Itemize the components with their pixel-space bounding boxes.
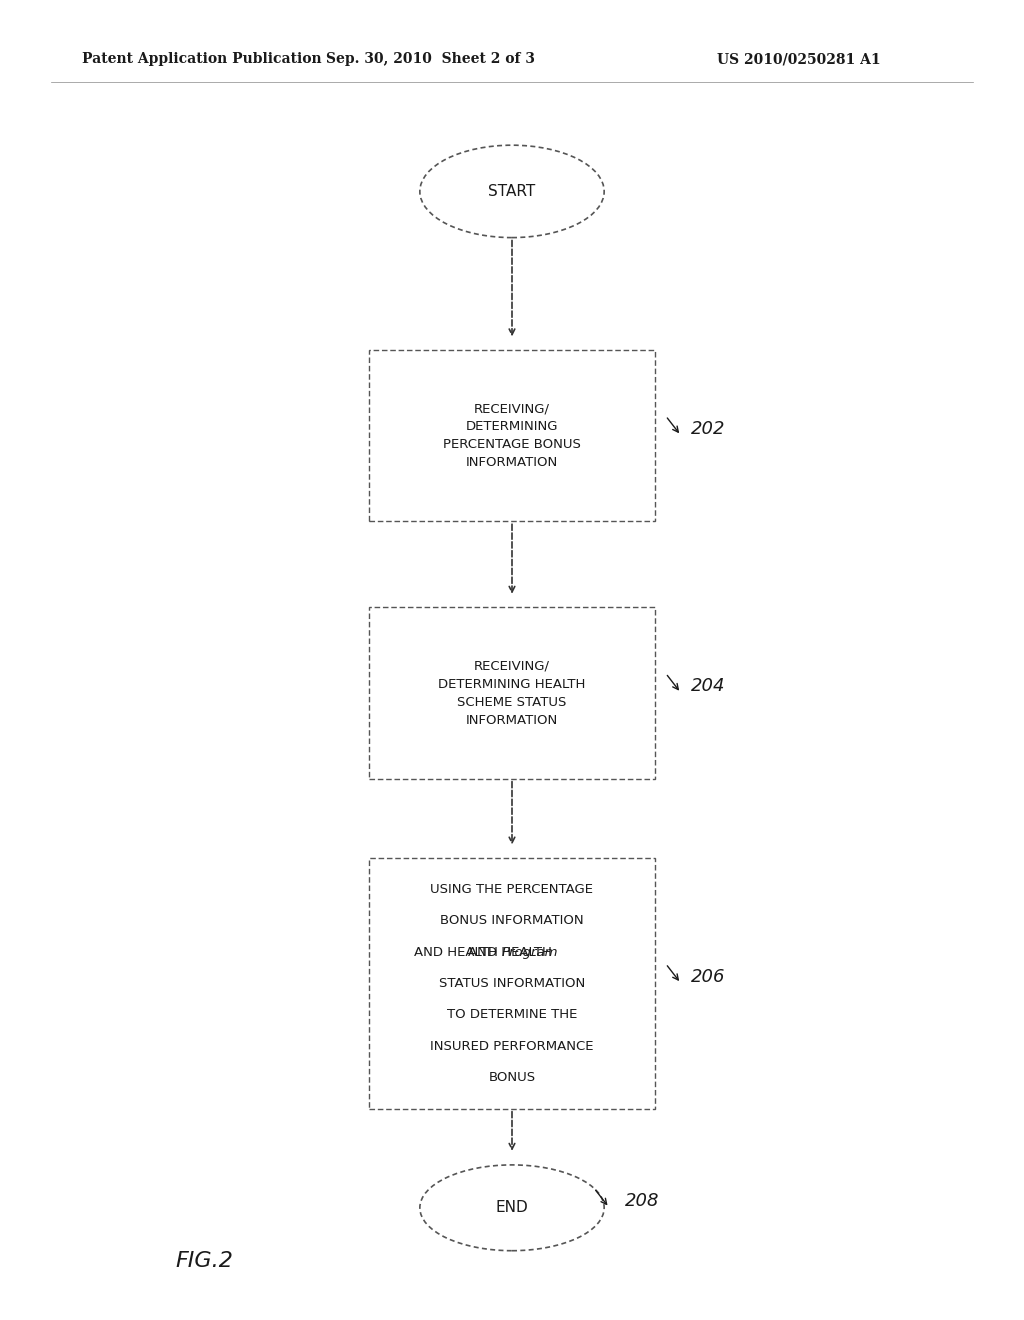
Text: TO DETERMINE THE: TO DETERMINE THE xyxy=(446,1008,578,1022)
Text: END: END xyxy=(496,1200,528,1216)
Ellipse shape xyxy=(420,1164,604,1251)
Text: AND HEALTH: AND HEALTH xyxy=(468,945,556,958)
Text: BONUS INFORMATION: BONUS INFORMATION xyxy=(440,915,584,927)
Text: Program: Program xyxy=(502,945,558,958)
Text: Sep. 30, 2010  Sheet 2 of 3: Sep. 30, 2010 Sheet 2 of 3 xyxy=(326,53,535,66)
Text: US 2010/0250281 A1: US 2010/0250281 A1 xyxy=(717,53,881,66)
Text: 208: 208 xyxy=(625,1192,659,1210)
Text: AND HEALTH: AND HEALTH xyxy=(414,945,502,958)
FancyBboxPatch shape xyxy=(369,607,655,779)
Text: RECEIVING/
DETERMINING
PERCENTAGE BONUS
INFORMATION: RECEIVING/ DETERMINING PERCENTAGE BONUS … xyxy=(443,403,581,469)
Text: USING THE PERCENTAGE: USING THE PERCENTAGE xyxy=(430,883,594,896)
Text: RECEIVING/
DETERMINING HEALTH
SCHEME STATUS
INFORMATION: RECEIVING/ DETERMINING HEALTH SCHEME STA… xyxy=(438,660,586,726)
Ellipse shape xyxy=(420,145,604,238)
Text: 206: 206 xyxy=(691,968,726,986)
Text: INSURED PERFORMANCE: INSURED PERFORMANCE xyxy=(430,1040,594,1052)
Text: STATUS INFORMATION: STATUS INFORMATION xyxy=(439,977,585,990)
FancyBboxPatch shape xyxy=(369,350,655,521)
Text: Patent Application Publication: Patent Application Publication xyxy=(82,53,322,66)
Text: 202: 202 xyxy=(691,420,726,438)
Text: BONUS: BONUS xyxy=(488,1071,536,1084)
Text: START: START xyxy=(488,183,536,199)
Text: FIG.2: FIG.2 xyxy=(176,1250,233,1271)
Text: 204: 204 xyxy=(691,677,726,696)
FancyBboxPatch shape xyxy=(369,858,655,1109)
